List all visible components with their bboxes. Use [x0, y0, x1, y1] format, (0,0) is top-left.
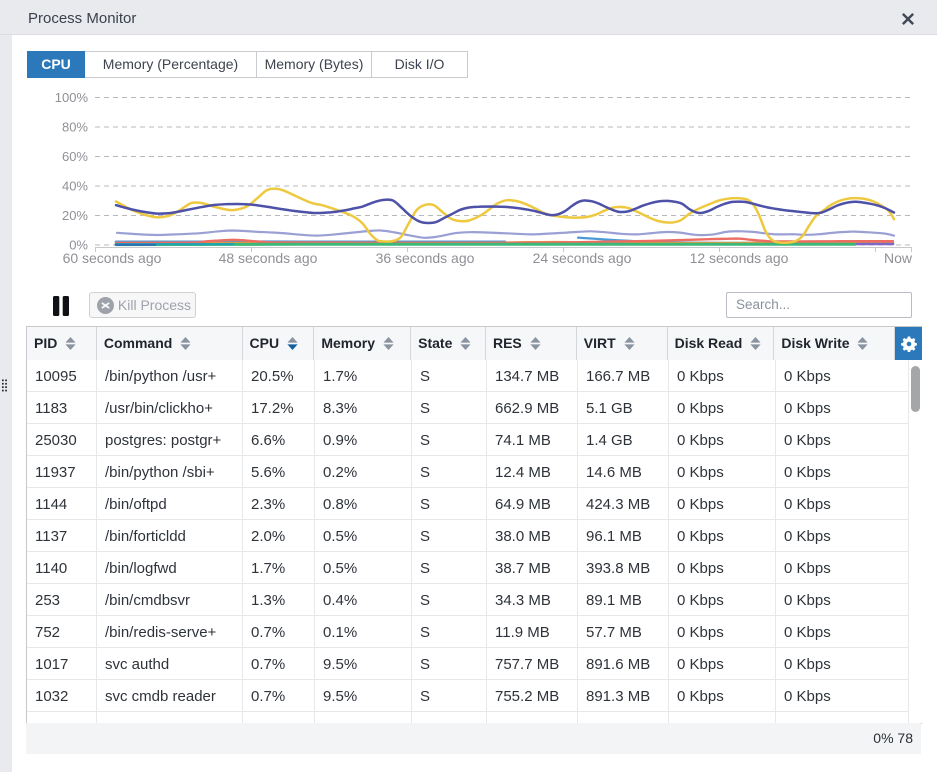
svg-text:60%: 60%: [62, 149, 88, 164]
svg-text:20%: 20%: [62, 208, 88, 223]
svg-text:80%: 80%: [62, 120, 88, 135]
svg-text:36 seconds ago: 36 seconds ago: [376, 250, 475, 266]
svg-text:100%: 100%: [55, 90, 89, 105]
svg-text:0%: 0%: [69, 238, 88, 253]
svg-text:40%: 40%: [62, 179, 88, 194]
svg-text:24 seconds ago: 24 seconds ago: [533, 250, 632, 266]
svg-text:48 seconds ago: 48 seconds ago: [219, 250, 318, 266]
svg-text:60 seconds ago: 60 seconds ago: [63, 250, 162, 266]
svg-text:12 seconds ago: 12 seconds ago: [690, 250, 789, 266]
svg-text:Now: Now: [884, 250, 913, 266]
